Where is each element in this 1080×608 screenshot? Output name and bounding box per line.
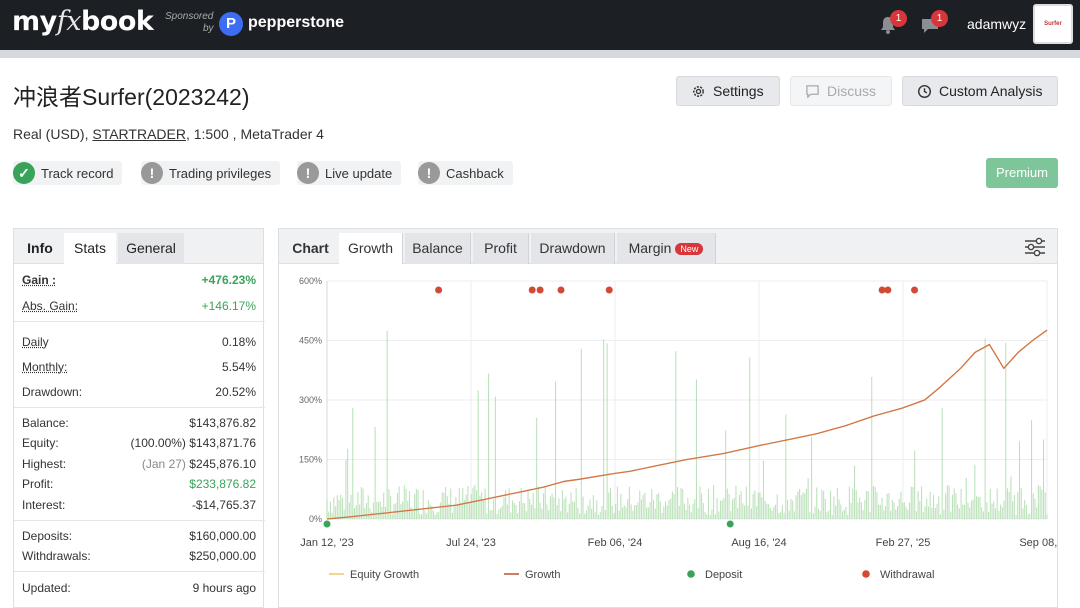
tab-chart[interactable]: Chart <box>292 240 329 256</box>
premium-button[interactable]: Premium <box>986 158 1058 188</box>
stat-interest: Interest: -$14,765.37 <box>22 498 256 512</box>
deposit-marker <box>323 520 331 528</box>
legend-swatch <box>862 570 870 578</box>
x-tick-label: Sep 08, '25 <box>1019 537 1057 549</box>
stat-withdrawals: Withdrawals: $250,000.00 <box>22 549 256 563</box>
chart-options-icon[interactable] <box>1024 237 1046 257</box>
sponsor-label: Sponsored by <box>165 11 214 34</box>
stat-deposits: Deposits: $160,000.00 <box>22 529 256 543</box>
page-title: 冲浪者Surfer(2023242) <box>13 84 250 110</box>
stat-gain: Gain : +476.23% <box>22 273 256 287</box>
y-tick-label: 300% <box>299 395 322 405</box>
check-icon: ✓ <box>13 162 35 184</box>
withdrawal-marker <box>605 286 613 294</box>
exclamation-icon: ! <box>141 162 163 184</box>
stat-abs-gain: Abs. Gain: +146.17% <box>22 299 256 313</box>
gear-icon <box>693 85 704 97</box>
messages-badge: 1 <box>931 10 948 27</box>
broker-link[interactable]: STARTRADER <box>92 126 186 142</box>
withdrawal-marker <box>884 286 892 294</box>
tab-balance[interactable]: Balance <box>405 233 471 264</box>
withdrawal-marker <box>557 286 565 294</box>
y-tick-label: 450% <box>299 336 322 346</box>
stats-tabs: Info Stats General <box>14 229 263 264</box>
equity-growth-series-line <box>326 329 1048 520</box>
exclamation-icon: ! <box>297 162 319 184</box>
legend-item: Deposit <box>705 569 742 581</box>
legend-item: Growth <box>525 569 560 581</box>
account-details: Real (USD), STARTRADER, 1:500 , MetaTrad… <box>13 126 324 142</box>
custom-analysis-button[interactable]: Custom Analysis <box>902 76 1058 106</box>
stat-daily: Daily 0.18% <box>22 335 256 349</box>
settings-button[interactable]: Settings <box>676 76 780 106</box>
withdrawal-marker <box>528 286 536 294</box>
tab-stats[interactable]: Stats <box>64 233 116 264</box>
withdrawal-marker <box>435 286 443 294</box>
username[interactable]: adamwyz <box>967 16 1027 32</box>
tab-info[interactable]: Info <box>27 240 53 256</box>
y-tick-label: 150% <box>299 455 322 465</box>
withdrawal-marker <box>911 286 919 294</box>
stats-panel: Info Stats General Gain : +476.23% Abs. G… <box>13 228 265 608</box>
notifications-badge: 1 <box>890 10 907 27</box>
myfxbook-logo[interactable]: myfxbook <box>12 6 154 37</box>
x-tick-label: Feb 06, '24 <box>588 537 643 549</box>
stat-equity: Equity: (100.00%) $143,871.76 <box>22 436 256 450</box>
deposit-marker <box>726 520 734 528</box>
legend-item: Withdrawal <box>880 569 934 581</box>
y-tick-label: 0% <box>309 514 322 524</box>
withdrawal-marker <box>878 286 886 294</box>
stat-monthly: Monthly: 5.54% <box>22 360 256 374</box>
live-update-badge[interactable]: ! Live update <box>297 161 402 185</box>
header-divider <box>0 50 1080 58</box>
stat-highest: Highest: (Jan 27) $245,876.10 <box>22 457 256 471</box>
y-tick-label: 600% <box>299 276 322 286</box>
new-badge: New <box>675 243 704 255</box>
tab-growth[interactable]: Growth <box>339 233 403 264</box>
exclamation-icon: ! <box>418 162 440 184</box>
clock-icon <box>917 84 932 98</box>
chart-panel: Chart Growth Balance Profit Drawdown Mar… <box>278 228 1058 608</box>
tab-general[interactable]: General <box>118 233 184 264</box>
sponsor-name[interactable]: pepperstone <box>248 14 345 31</box>
tab-drawdown[interactable]: Drawdown <box>531 233 615 264</box>
x-tick-label: Jul 24, '23 <box>446 537 496 549</box>
growth-series-line <box>326 329 1048 520</box>
legend-swatch <box>687 570 695 578</box>
top-navigation-bar: myfxbook Sponsored by P pepperstone 1 1 a… <box>0 0 1080 50</box>
x-tick-label: Aug 16, '24 <box>731 537 786 549</box>
pepperstone-logo-icon[interactable]: P <box>219 12 243 36</box>
stat-updated: Updated: 9 hours ago <box>22 581 256 595</box>
stat-profit: Profit: $233,876.82 <box>22 477 256 491</box>
comment-icon <box>806 85 819 98</box>
discuss-button[interactable]: Discuss <box>790 76 892 106</box>
avatar[interactable]: Surfer <box>1033 4 1073 44</box>
withdrawal-marker <box>536 286 544 294</box>
growth-chart[interactable]: 600% 450% 300% 150% 0% Jan 12, '23 Jul 24, '2… <box>279 265 1057 607</box>
chart-tabs: Chart Growth Balance Profit Drawdown Mar… <box>279 229 1057 264</box>
x-tick-label: Jan 12, '23 <box>300 537 353 549</box>
x-tick-label: Feb 27, '25 <box>876 537 931 549</box>
track-record-badge[interactable]: ✓ Track record <box>13 161 123 185</box>
tab-profit[interactable]: Profit <box>473 233 529 264</box>
legend-item: Equity Growth <box>350 569 419 581</box>
stat-balance: Balance: $143,876.82 <box>22 416 256 430</box>
tab-margin[interactable]: Margin New <box>617 233 716 264</box>
trading-privileges-badge[interactable]: ! Trading privileges <box>141 161 281 185</box>
stat-drawdown: Drawdown: 20.52% <box>22 385 256 399</box>
cashback-badge[interactable]: ! Cashback <box>418 161 513 185</box>
